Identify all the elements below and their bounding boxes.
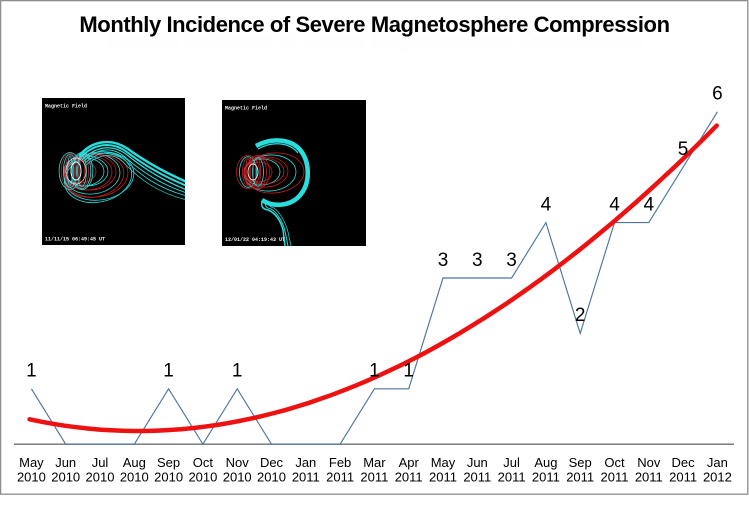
svg-text:4: 4 <box>644 194 655 215</box>
svg-text:1: 1 <box>232 361 243 382</box>
svg-text:1: 1 <box>369 361 380 382</box>
svg-text:May: May <box>431 455 456 470</box>
svg-text:2: 2 <box>575 305 586 326</box>
svg-text:2011: 2011 <box>566 470 594 485</box>
svg-text:3: 3 <box>438 250 449 271</box>
svg-text:2010: 2010 <box>223 470 252 485</box>
svg-text:Jun: Jun <box>55 455 76 470</box>
svg-text:2010: 2010 <box>188 470 217 485</box>
svg-text:2011: 2011 <box>292 470 320 485</box>
svg-text:3: 3 <box>506 250 517 271</box>
svg-text:2011: 2011 <box>360 470 388 485</box>
svg-text:Jan: Jan <box>295 455 316 470</box>
svg-text:Jan: Jan <box>707 455 728 470</box>
svg-text:Nov: Nov <box>637 455 661 470</box>
svg-text:2010: 2010 <box>120 470 149 485</box>
svg-text:2011: 2011 <box>601 470 629 485</box>
svg-text:Aug: Aug <box>534 455 557 470</box>
svg-text:1: 1 <box>163 361 174 382</box>
svg-text:Feb: Feb <box>329 455 351 470</box>
svg-text:Mar: Mar <box>363 455 386 470</box>
svg-text:2010: 2010 <box>154 470 183 485</box>
svg-text:2011: 2011 <box>395 470 423 485</box>
svg-text:Sep: Sep <box>569 455 592 470</box>
svg-text:4: 4 <box>609 194 620 215</box>
svg-text:2010: 2010 <box>51 470 80 485</box>
svg-text:2011: 2011 <box>532 470 560 485</box>
svg-text:Magnetic Field: Magnetic Field <box>45 104 87 110</box>
svg-text:Oct: Oct <box>193 455 214 470</box>
svg-text:2011: 2011 <box>498 470 526 485</box>
svg-text:2010: 2010 <box>257 470 286 485</box>
svg-text:4: 4 <box>541 194 552 215</box>
svg-text:2012: 2012 <box>703 470 732 485</box>
svg-text:Jul: Jul <box>503 455 520 470</box>
svg-text:Jun: Jun <box>467 455 488 470</box>
svg-text:Apr: Apr <box>399 455 420 470</box>
svg-text:Jul: Jul <box>92 455 109 470</box>
svg-text:May: May <box>19 455 44 470</box>
svg-text:11/11/15 06:49:45 UT: 11/11/15 06:49:45 UT <box>45 237 105 243</box>
svg-text:Dec: Dec <box>672 455 696 470</box>
svg-text:1: 1 <box>403 361 414 382</box>
svg-text:Dec: Dec <box>260 455 284 470</box>
svg-text:2011: 2011 <box>635 470 663 485</box>
svg-text:2011: 2011 <box>463 470 491 485</box>
svg-text:2011: 2011 <box>669 470 697 485</box>
svg-text:Oct: Oct <box>604 455 625 470</box>
svg-text:6: 6 <box>712 84 723 105</box>
svg-text:Magnetic Field: Magnetic Field <box>225 106 267 112</box>
svg-text:Aug: Aug <box>123 455 146 470</box>
svg-text:1: 1 <box>26 361 37 382</box>
svg-text:Sep: Sep <box>157 455 180 470</box>
svg-text:2010: 2010 <box>17 470 46 485</box>
svg-text:5: 5 <box>678 139 689 160</box>
svg-text:2010: 2010 <box>86 470 115 485</box>
svg-text:3: 3 <box>472 250 483 271</box>
svg-text:2011: 2011 <box>326 470 354 485</box>
svg-text:2011: 2011 <box>429 470 457 485</box>
svg-text:12/01/22 04:19:43 UT: 12/01/22 04:19:43 UT <box>225 237 285 243</box>
svg-text:Nov: Nov <box>226 455 250 470</box>
